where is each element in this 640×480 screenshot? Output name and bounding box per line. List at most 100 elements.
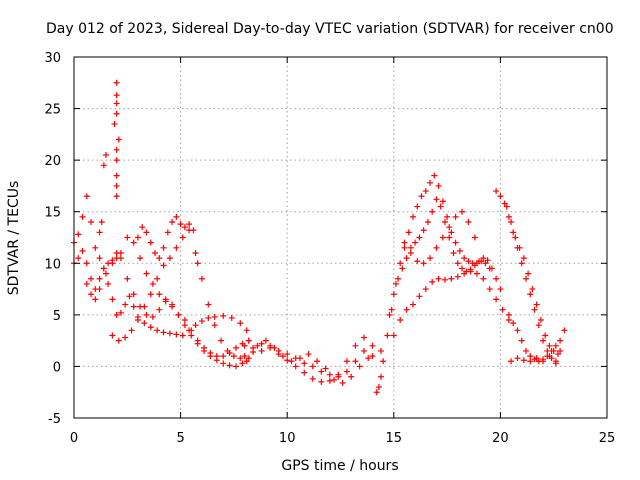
data-point: [228, 314, 235, 321]
data-point: [113, 146, 120, 153]
data-point: [546, 353, 553, 360]
data-point: [245, 337, 252, 344]
data-point: [79, 213, 86, 220]
data-point: [194, 260, 201, 267]
data-point: [441, 219, 448, 226]
data-point: [124, 275, 131, 282]
data-point: [520, 357, 527, 364]
data-point: [143, 311, 150, 318]
series-track-d: [109, 227, 250, 365]
data-point: [414, 258, 421, 265]
data-point: [522, 275, 529, 282]
data-point: [356, 363, 363, 370]
data-point: [497, 193, 504, 200]
data-point: [141, 320, 148, 327]
data-point: [508, 358, 515, 365]
data-point: [296, 355, 303, 362]
data-point: [117, 255, 124, 262]
series-track-c: [83, 249, 252, 360]
x-tick-label: 0: [70, 431, 78, 446]
data-point: [503, 203, 510, 210]
data-point: [486, 286, 493, 293]
data-point: [446, 234, 453, 241]
data-point: [512, 234, 519, 241]
y-tick-label: 0: [53, 360, 61, 375]
data-point: [484, 257, 491, 264]
series-track-g: [241, 342, 385, 380]
data-point: [518, 337, 525, 344]
data-point: [409, 301, 416, 308]
data-point: [113, 157, 120, 164]
data-point: [309, 363, 316, 370]
data-point: [505, 213, 512, 220]
data-point: [437, 203, 444, 210]
data-point: [516, 244, 523, 251]
data-point: [399, 265, 406, 272]
data-point: [439, 198, 446, 205]
data-point: [181, 317, 188, 324]
data-point: [149, 280, 156, 287]
data-point: [220, 312, 227, 319]
series-track-h: [241, 334, 385, 385]
data-point: [412, 239, 419, 246]
chart-title: Day 012 of 2023, Sidereal Day-to-day VTE…: [46, 21, 614, 37]
data-point: [224, 347, 231, 354]
data-point: [262, 337, 269, 344]
data-point: [373, 389, 380, 396]
series-track-k: [386, 196, 504, 318]
data-point: [473, 270, 480, 277]
data-point: [459, 265, 466, 272]
data-point: [497, 286, 504, 293]
data-point: [105, 280, 112, 287]
data-point: [378, 373, 385, 380]
data-point: [514, 327, 521, 334]
data-point: [241, 342, 248, 349]
data-point: [113, 249, 120, 256]
data-point: [335, 371, 342, 378]
data-point: [130, 239, 137, 246]
data-point: [454, 260, 461, 267]
data-point: [493, 275, 500, 282]
data-point: [380, 358, 387, 365]
data-point: [156, 291, 163, 298]
data-point: [267, 342, 274, 349]
data-point: [360, 334, 367, 341]
data-point: [552, 342, 559, 349]
data-point: [439, 234, 446, 241]
series-track-q: [508, 353, 559, 365]
data-point: [331, 376, 338, 383]
data-point: [527, 353, 534, 360]
data-point: [388, 306, 395, 313]
data-point: [540, 358, 547, 365]
data-point: [416, 293, 423, 300]
data-point: [83, 260, 90, 267]
series-track-b: [71, 234, 252, 370]
data-point: [245, 355, 252, 362]
data-point: [237, 355, 244, 362]
data-point: [390, 332, 397, 339]
series-track-a: [71, 193, 250, 339]
data-point: [482, 260, 489, 267]
data-point: [100, 162, 107, 169]
data-point: [102, 270, 109, 277]
data-point: [305, 351, 312, 358]
data-point: [397, 317, 404, 324]
data-point: [113, 92, 120, 99]
data-point: [429, 208, 436, 215]
y-tick-label: 15: [44, 206, 61, 221]
data-point: [143, 229, 150, 236]
data-point: [109, 332, 116, 339]
data-point: [520, 255, 527, 262]
data-point: [88, 291, 95, 298]
data-point: [186, 221, 193, 228]
data-point: [279, 353, 286, 360]
data-point: [154, 327, 161, 334]
y-axis-label: SDTVAR / TECUs: [6, 181, 22, 296]
data-point: [192, 249, 199, 256]
data-point: [192, 322, 199, 329]
data-point: [188, 332, 195, 339]
data-point: [326, 377, 333, 384]
data-point: [181, 224, 188, 231]
data-point: [527, 291, 534, 298]
data-point: [510, 229, 517, 236]
